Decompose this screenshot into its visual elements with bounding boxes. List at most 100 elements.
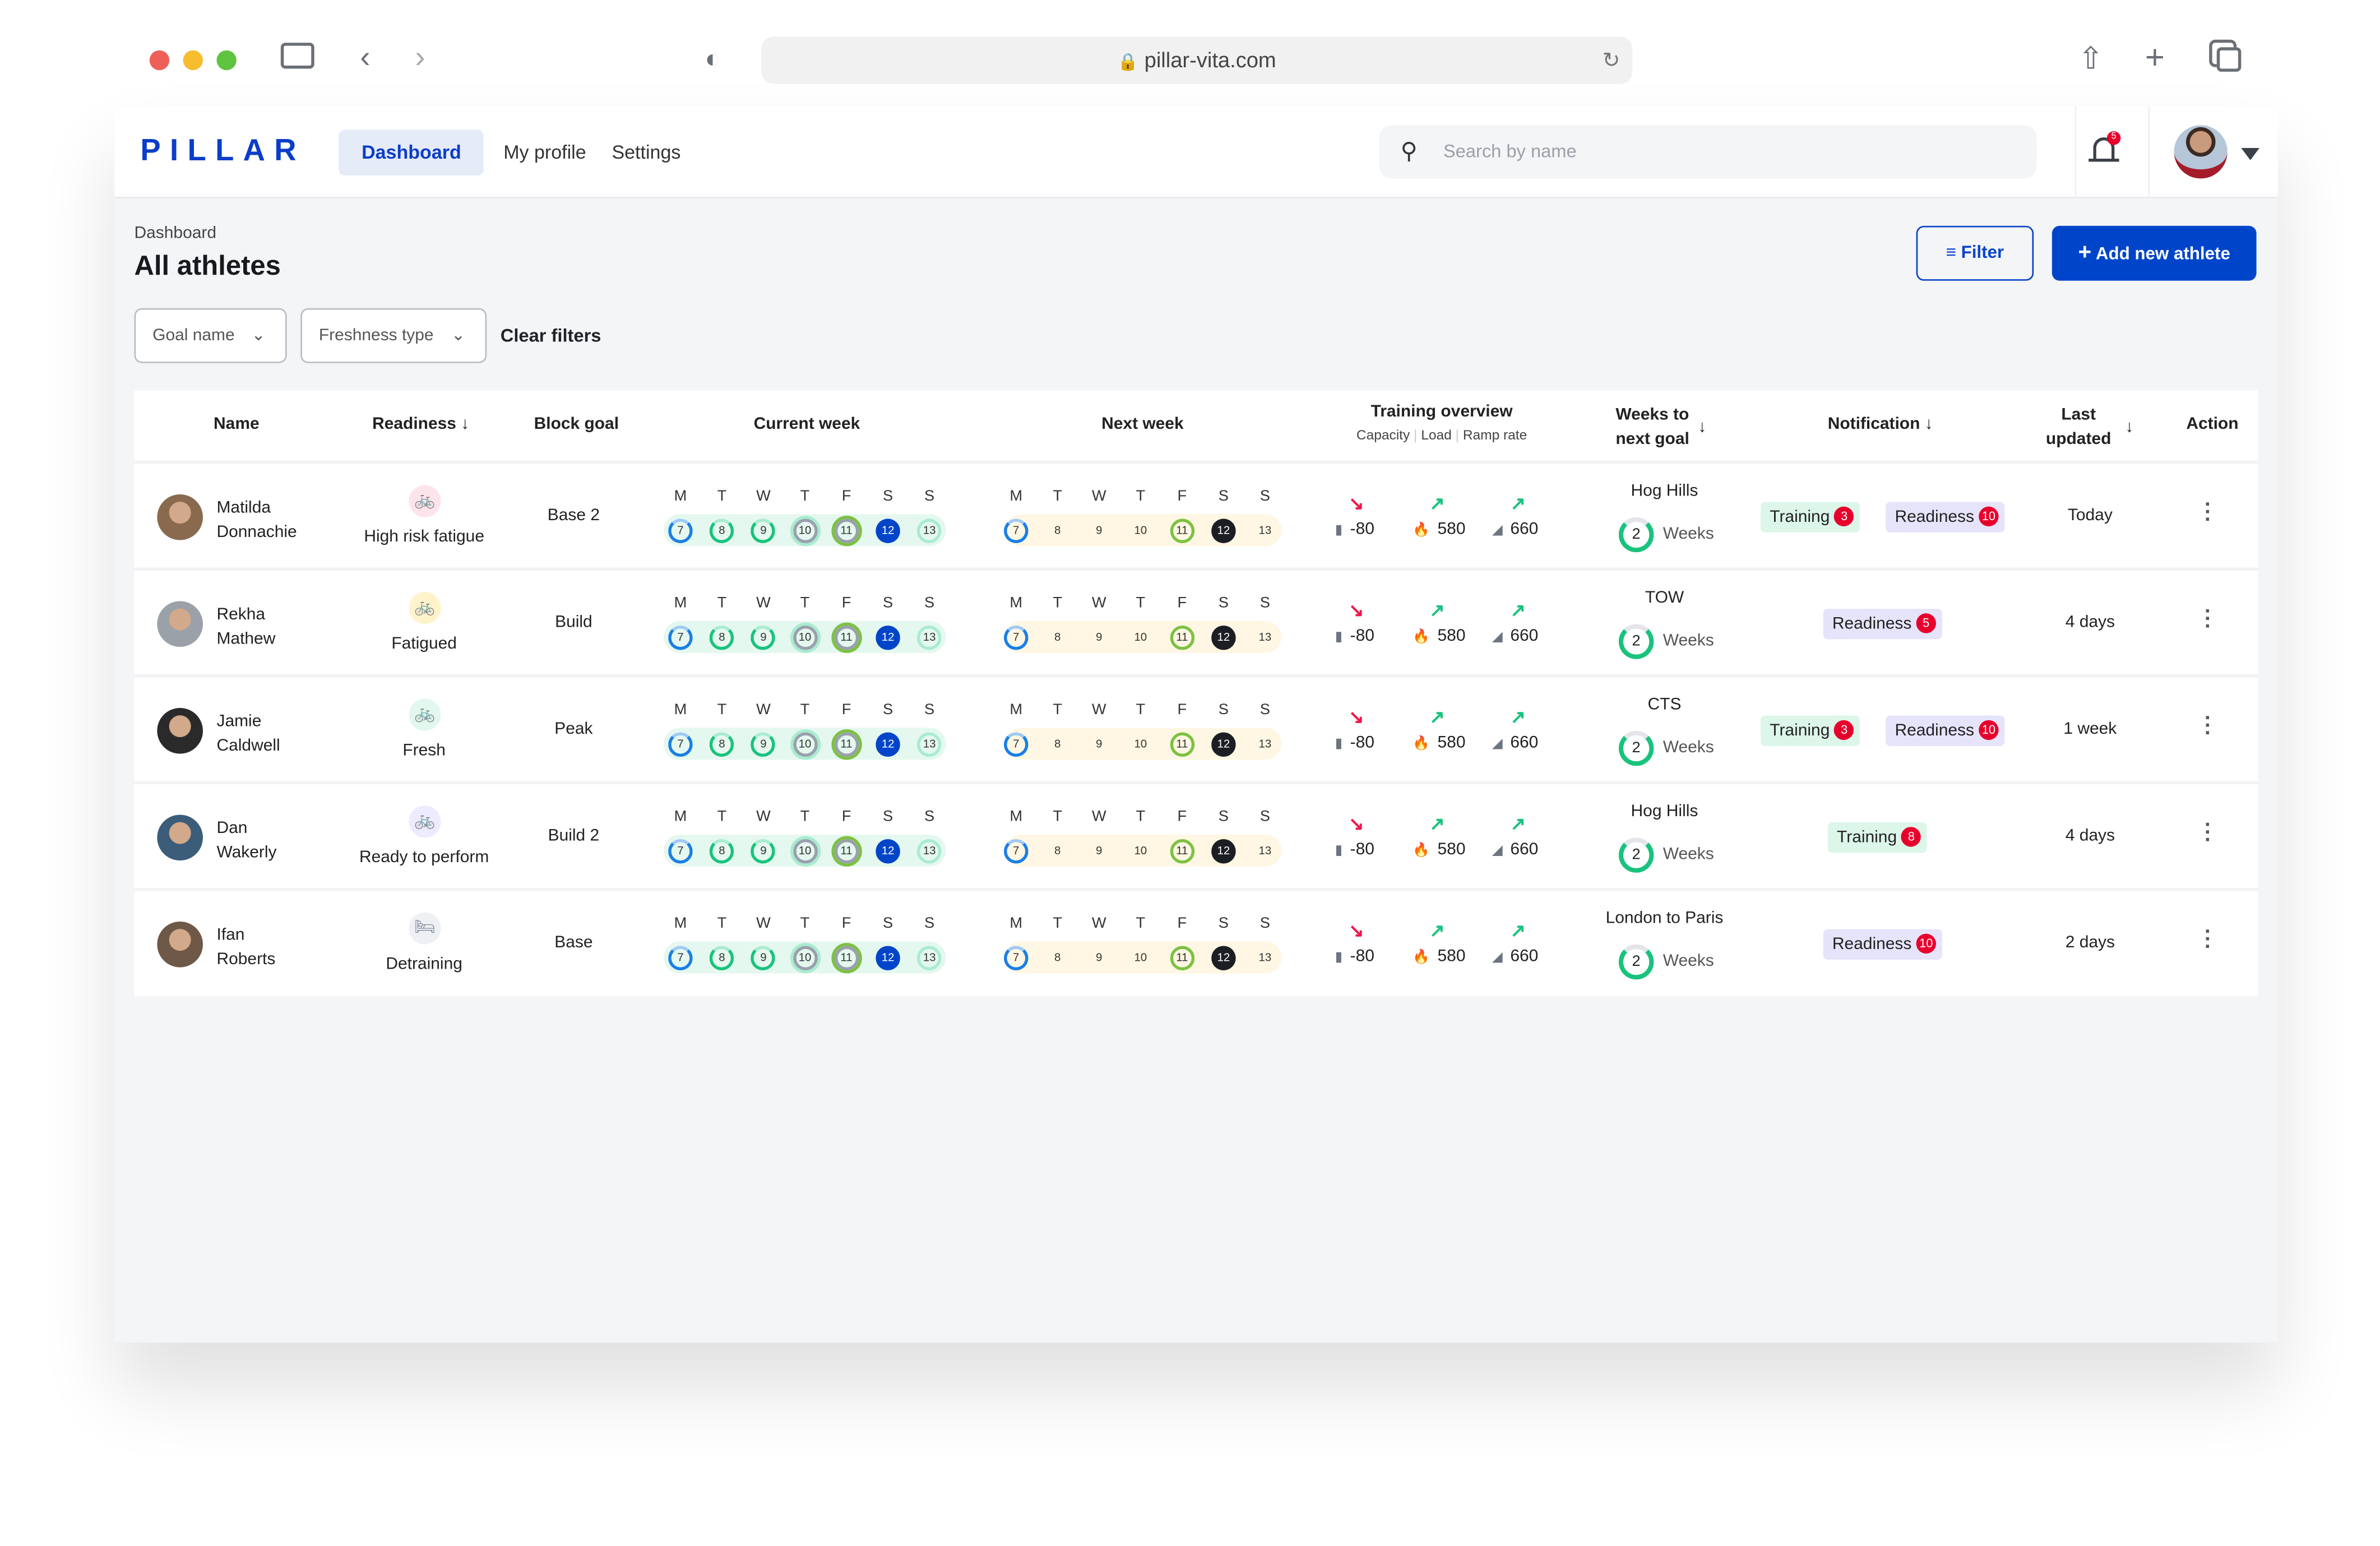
next-week-day-black-fill[interactable]: 12: [1211, 945, 1236, 970]
bell-icon[interactable]: [2093, 137, 2115, 160]
current-week-day-blue-ring[interactable]: 7: [668, 518, 693, 543]
next-week-day-plain[interactable]: 10: [1134, 629, 1147, 644]
search-input[interactable]: ⚲ Search by name: [1379, 125, 2037, 179]
next-week-day-plain[interactable]: 13: [1258, 736, 1272, 750]
current-week-day-mint-ring[interactable]: 13: [917, 945, 942, 970]
current-week-day-mint-ring[interactable]: 13: [917, 838, 942, 863]
current-week-day-blue-fill[interactable]: 12: [876, 945, 900, 970]
current-week-day-blue-fill[interactable]: 12: [876, 838, 900, 863]
column-header-block-goal[interactable]: Block goal: [534, 415, 619, 433]
next-week-day-plain[interactable]: 10: [1134, 843, 1147, 857]
next-week-day-lime-ring[interactable]: 11: [1170, 518, 1194, 543]
notification-tag-readiness[interactable]: Readiness 10: [1823, 929, 1942, 960]
more-actions-icon[interactable]: · · ·: [2205, 491, 2212, 531]
column-header-last-updated[interactable]: Last updated ↓: [2045, 405, 2134, 449]
current-week-day-mint-ring[interactable]: 13: [917, 624, 942, 650]
current-week-day-blue-fill[interactable]: 12: [876, 518, 900, 543]
sidebar-toggle-icon[interactable]: [280, 43, 314, 69]
next-week-day-plain[interactable]: 10: [1134, 950, 1147, 964]
current-week-day-green-ring[interactable]: 9: [751, 732, 776, 756]
next-week-day-blue-ring[interactable]: 7: [1003, 945, 1029, 970]
next-week-day-plain[interactable]: 9: [1096, 522, 1103, 536]
current-week-day-lime-gray-ring[interactable]: 11: [834, 945, 859, 970]
current-week-day-blue-ring[interactable]: 7: [668, 838, 693, 863]
athlete-name[interactable]: Rekha Mathew: [216, 605, 276, 649]
current-week-day-blue-ring[interactable]: 7: [668, 624, 693, 650]
share-icon[interactable]: ⇧: [2078, 43, 2104, 77]
clear-filters-link[interactable]: Clear filters: [500, 325, 601, 346]
next-week-day-blue-ring[interactable]: 7: [1003, 838, 1029, 863]
nav-my-profile[interactable]: My profile: [503, 142, 586, 164]
next-week-day-blue-ring[interactable]: 7: [1003, 732, 1029, 756]
current-week-day-gray-ring[interactable]: 10: [793, 838, 817, 863]
next-week-day-blue-ring[interactable]: 7: [1003, 624, 1029, 650]
next-week-day-plain[interactable]: 13: [1258, 843, 1272, 857]
current-week-day-green-ring[interactable]: 9: [751, 838, 776, 863]
current-week-day-gray-ring[interactable]: 10: [793, 624, 817, 650]
next-week-day-black-fill[interactable]: 12: [1211, 732, 1236, 756]
current-week-day-blue-fill[interactable]: 12: [876, 624, 900, 650]
new-tab-icon[interactable]: +: [2145, 38, 2165, 77]
notification-tag-readiness[interactable]: Readiness 5: [1823, 608, 1942, 640]
back-icon[interactable]: ‹: [360, 41, 371, 75]
current-week-day-gray-ring[interactable]: 10: [793, 518, 817, 543]
notification-tag-training[interactable]: Training 8: [1827, 822, 1928, 853]
current-week-day-green-ring[interactable]: 9: [751, 518, 776, 543]
freshness-type-dropdown[interactable]: Freshness type ⌄: [300, 308, 487, 363]
tabs-overview-icon[interactable]: [2216, 47, 2242, 72]
current-week-day-lime-gray-ring[interactable]: 11: [834, 518, 859, 543]
column-header-name[interactable]: Name: [214, 415, 260, 433]
more-actions-icon[interactable]: · · ·: [2205, 598, 2212, 638]
current-week-day-blue-ring[interactable]: 7: [668, 945, 693, 970]
nav-settings[interactable]: Settings: [612, 142, 681, 164]
next-week-day-black-fill[interactable]: 12: [1211, 624, 1236, 650]
next-week-day-plain[interactable]: 13: [1258, 522, 1272, 536]
athlete-name[interactable]: Dan Wakerly: [216, 819, 277, 862]
next-week-day-black-fill[interactable]: 12: [1211, 838, 1236, 863]
filter-button[interactable]: ≡ Filter: [1916, 225, 2034, 281]
current-week-day-gray-ring[interactable]: 10: [793, 945, 817, 970]
next-week-day-plain[interactable]: 9: [1096, 629, 1103, 644]
current-week-day-green-ring[interactable]: 8: [710, 624, 734, 650]
table-row[interactable]: Dan Wakerly 🚲 Ready to perform Build 2 M …: [134, 781, 2258, 888]
current-week-day-blue-fill[interactable]: 12: [876, 732, 900, 756]
current-week-day-green-ring[interactable]: 9: [751, 624, 776, 650]
add-new-athlete-button[interactable]: + Add new athlete: [2052, 225, 2257, 281]
current-week-day-lime-gray-ring[interactable]: 11: [834, 732, 859, 756]
next-week-day-plain[interactable]: 9: [1096, 736, 1103, 750]
account-menu-caret-icon[interactable]: [2241, 148, 2259, 160]
goal-name-dropdown[interactable]: Goal name ⌄: [134, 308, 287, 363]
notification-tag-readiness[interactable]: Readiness 10: [1886, 715, 2005, 746]
next-week-day-plain[interactable]: 8: [1054, 522, 1061, 536]
current-week-day-green-ring[interactable]: 8: [710, 838, 734, 863]
more-actions-icon[interactable]: · · ·: [2205, 811, 2212, 851]
current-week-day-lime-gray-ring[interactable]: 11: [834, 624, 859, 650]
next-week-day-plain[interactable]: 8: [1054, 843, 1061, 857]
current-week-day-green-ring[interactable]: 8: [710, 945, 734, 970]
next-week-day-lime-ring[interactable]: 11: [1170, 732, 1194, 756]
athlete-name[interactable]: Matilda Donnachie: [216, 499, 297, 542]
next-week-day-plain[interactable]: 9: [1096, 843, 1103, 857]
next-week-day-plain[interactable]: 8: [1054, 950, 1061, 964]
close-window-button[interactable]: [149, 50, 170, 71]
more-actions-icon[interactable]: · · ·: [2205, 918, 2212, 959]
notification-tag-training[interactable]: Training 3: [1760, 715, 1860, 746]
next-week-day-lime-ring[interactable]: 11: [1170, 945, 1194, 970]
table-row[interactable]: Ifan Roberts 🛏 Detraining Base M 7 T 8 W 9 T…: [134, 888, 2258, 995]
column-header-weeks-to-next-goal[interactable]: Weeks to next goal ↓: [1615, 405, 1707, 449]
table-row[interactable]: Jamie Caldwell 🚲 Fresh Peak M 7 T 8 W 9 T 10…: [134, 674, 2258, 781]
next-week-day-lime-ring[interactable]: 11: [1170, 838, 1194, 863]
column-header-readiness[interactable]: Readiness ↓: [372, 415, 470, 433]
minimize-window-button[interactable]: [183, 50, 203, 71]
forward-icon[interactable]: ›: [415, 41, 425, 75]
current-week-day-green-ring[interactable]: 8: [710, 518, 734, 543]
nav-dashboard[interactable]: Dashboard: [339, 129, 484, 176]
next-week-day-black-fill[interactable]: 12: [1211, 518, 1236, 543]
next-week-day-plain[interactable]: 10: [1134, 736, 1147, 750]
maximize-window-button[interactable]: [216, 50, 237, 71]
reload-icon[interactable]: ↻: [1602, 47, 1620, 72]
next-week-day-plain[interactable]: 8: [1054, 629, 1061, 644]
current-week-day-blue-ring[interactable]: 7: [668, 732, 693, 756]
notification-tag-training[interactable]: Training 3: [1760, 502, 1860, 533]
